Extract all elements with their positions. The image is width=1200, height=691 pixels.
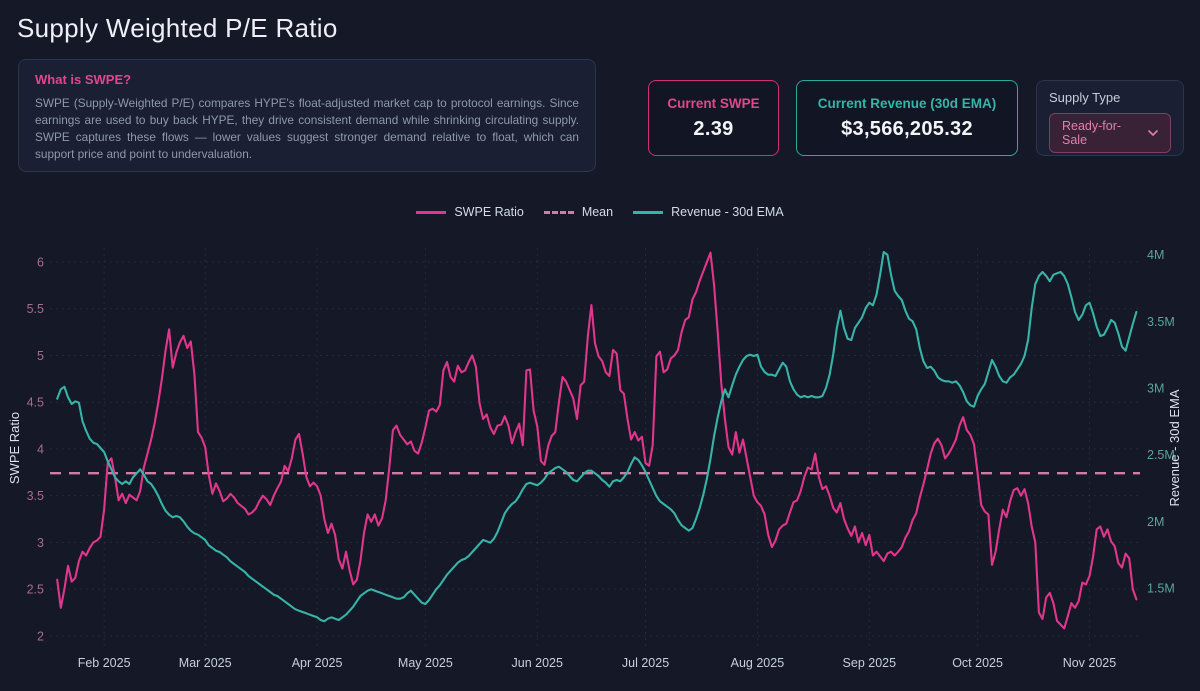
current-swpe-value: 2.39 bbox=[693, 117, 734, 140]
supply-type-dropdown[interactable]: Ready-for-Sale bbox=[1049, 113, 1171, 153]
legend-swatch bbox=[543, 210, 574, 214]
left-axis-tick-label: 2 bbox=[37, 629, 44, 643]
x-axis-tick-label: Mar 2025 bbox=[179, 656, 232, 670]
info-body: SWPE (Supply-Weighted P/E) compares HYPE… bbox=[35, 96, 579, 161]
right-axis-tick-label: 3M bbox=[1147, 382, 1164, 396]
right-axis-tick-label: 4M bbox=[1147, 248, 1164, 262]
x-axis-tick-label: Feb 2025 bbox=[78, 656, 131, 670]
current-revenue-label: Current Revenue (30d EMA) bbox=[817, 95, 997, 111]
legend-swatch bbox=[633, 210, 664, 214]
supply-type-selected-value: Ready-for-Sale bbox=[1062, 119, 1122, 147]
left-axis-tick-label: 6 bbox=[37, 256, 44, 270]
supply-type-panel: Supply Type Ready-for-Sale bbox=[1036, 80, 1184, 156]
current-swpe-label: Current SWPE bbox=[667, 95, 760, 111]
right-axis-tick-label: 2M bbox=[1147, 515, 1164, 529]
legend-item-revenue-30d-ema[interactable]: Revenue - 30d EMA bbox=[633, 205, 784, 219]
right-axis-tick-label: 3.5M bbox=[1147, 315, 1175, 329]
legend-label: Mean bbox=[581, 205, 614, 219]
x-axis-tick-label: Apr 2025 bbox=[292, 656, 343, 670]
legend-label: SWPE Ratio bbox=[454, 205, 524, 219]
chevron-down-icon bbox=[1148, 130, 1158, 136]
right-axis-title: Revenue - 30d EMA bbox=[1167, 389, 1182, 506]
info-card: What is SWPE? SWPE (Supply-Weighted P/E)… bbox=[18, 59, 596, 172]
current-swpe-card: Current SWPE 2.39 bbox=[648, 80, 779, 156]
legend-swatch bbox=[416, 210, 447, 214]
legend-item-swpe-ratio[interactable]: SWPE Ratio bbox=[416, 205, 524, 219]
x-axis-tick-label: Jul 2025 bbox=[622, 656, 669, 670]
left-axis-title: SWPE Ratio bbox=[7, 412, 22, 484]
left-axis-tick-label: 5.5 bbox=[27, 302, 44, 316]
info-heading: What is SWPE? bbox=[35, 72, 132, 87]
chart-legend: SWPE Ratio Mean Revenue - 30d EMA bbox=[0, 205, 1200, 219]
right-axis-tick-label: 2.5M bbox=[1147, 448, 1175, 462]
x-axis-tick-label: May 2025 bbox=[398, 656, 453, 670]
supply-type-label: Supply Type bbox=[1049, 90, 1121, 105]
legend-item-mean[interactable]: Mean bbox=[543, 205, 614, 219]
right-axis-tick-label: 1.5M bbox=[1147, 582, 1175, 596]
x-axis-tick-label: Jun 2025 bbox=[512, 656, 563, 670]
x-axis-tick-label: Nov 2025 bbox=[1063, 656, 1117, 670]
left-axis-tick-label: 4.5 bbox=[27, 396, 44, 410]
x-axis-tick-label: Aug 2025 bbox=[731, 656, 785, 670]
current-revenue-value: $3,566,205.32 bbox=[841, 117, 973, 140]
series-line-revenue-30d-ema bbox=[56, 250, 1138, 623]
x-axis-tick-label: Oct 2025 bbox=[952, 656, 1003, 670]
left-axis-tick-label: 5 bbox=[37, 349, 44, 363]
current-revenue-card: Current Revenue (30d EMA) $3,566,205.32 bbox=[796, 80, 1018, 156]
left-axis-tick-label: 4 bbox=[37, 442, 44, 456]
left-axis-tick-label: 2.5 bbox=[27, 583, 44, 597]
page-title: Supply Weighted P/E Ratio bbox=[17, 13, 338, 43]
series-line-swpe-ratio bbox=[56, 251, 1138, 630]
left-axis-tick-label: 3.5 bbox=[27, 489, 44, 503]
left-axis-tick-label: 3 bbox=[37, 536, 44, 550]
x-axis-tick-label: Sep 2025 bbox=[843, 656, 897, 670]
legend-label: Revenue - 30d EMA bbox=[671, 205, 784, 219]
